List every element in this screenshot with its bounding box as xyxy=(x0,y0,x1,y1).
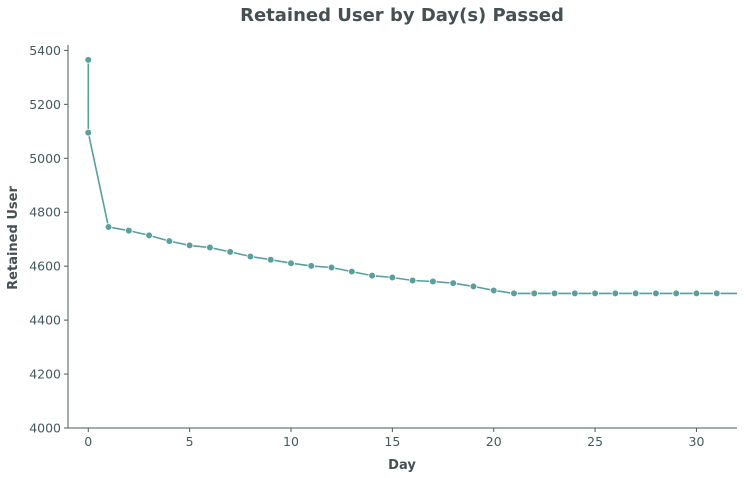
data-point xyxy=(307,262,316,270)
data-point xyxy=(712,289,721,298)
y-tick-label: 4000 xyxy=(29,421,61,436)
x-tick-label: 10 xyxy=(283,434,299,449)
y-tick-label: 5400 xyxy=(29,43,61,58)
data-point xyxy=(510,289,518,298)
y-tick-label: 5000 xyxy=(29,151,61,166)
chart-title: Retained User by Day(s) Passed xyxy=(240,5,564,26)
data-point xyxy=(571,289,579,298)
data-point xyxy=(631,289,640,298)
data-point xyxy=(449,279,457,287)
data-point xyxy=(104,223,113,231)
data-point xyxy=(84,128,93,137)
x-axis-ticks: 0 5 10 15 20 25 30 xyxy=(84,428,704,449)
x-tick-label: 20 xyxy=(486,434,502,449)
y-axis-label: Retained User xyxy=(6,186,21,290)
data-point xyxy=(530,289,539,298)
data-point xyxy=(469,282,478,291)
data-point xyxy=(266,255,275,264)
data-point xyxy=(348,267,356,276)
data-point xyxy=(226,248,234,256)
x-tick-label: 5 xyxy=(186,434,194,449)
data-point xyxy=(327,263,336,272)
y-tick-label: 5200 xyxy=(29,97,61,112)
x-tick-label: 0 xyxy=(84,434,92,449)
x-tick-label: 25 xyxy=(587,434,603,449)
data-point xyxy=(652,289,660,298)
data-point xyxy=(692,289,701,298)
data-point xyxy=(287,259,295,268)
data-point xyxy=(125,226,133,235)
x-tick-label: 15 xyxy=(384,434,400,449)
y-tick-label: 4200 xyxy=(29,367,61,382)
data-point xyxy=(672,289,680,298)
y-tick-label: 4400 xyxy=(29,313,61,328)
data-point xyxy=(591,289,599,298)
data-points xyxy=(84,56,721,298)
data-point xyxy=(489,286,498,295)
data-point xyxy=(550,289,559,298)
data-point xyxy=(388,273,397,282)
data-point xyxy=(145,231,153,240)
x-axis-label: Day xyxy=(388,458,416,473)
series-line xyxy=(87,59,737,295)
data-point xyxy=(206,243,214,252)
data-point xyxy=(246,252,255,261)
data-point xyxy=(84,56,93,64)
data-point xyxy=(165,237,174,245)
y-tick-label: 4600 xyxy=(29,259,61,274)
data-point xyxy=(611,289,620,298)
y-tick-label: 4800 xyxy=(29,205,61,220)
data-point xyxy=(429,277,437,286)
y-axis-ticks: 4000 4200 4400 4600 4800 5000 5200 5400 xyxy=(29,43,68,436)
data-point xyxy=(408,276,417,285)
x-tick-label: 30 xyxy=(689,434,705,449)
data-point xyxy=(368,271,376,280)
data-point xyxy=(185,241,194,250)
